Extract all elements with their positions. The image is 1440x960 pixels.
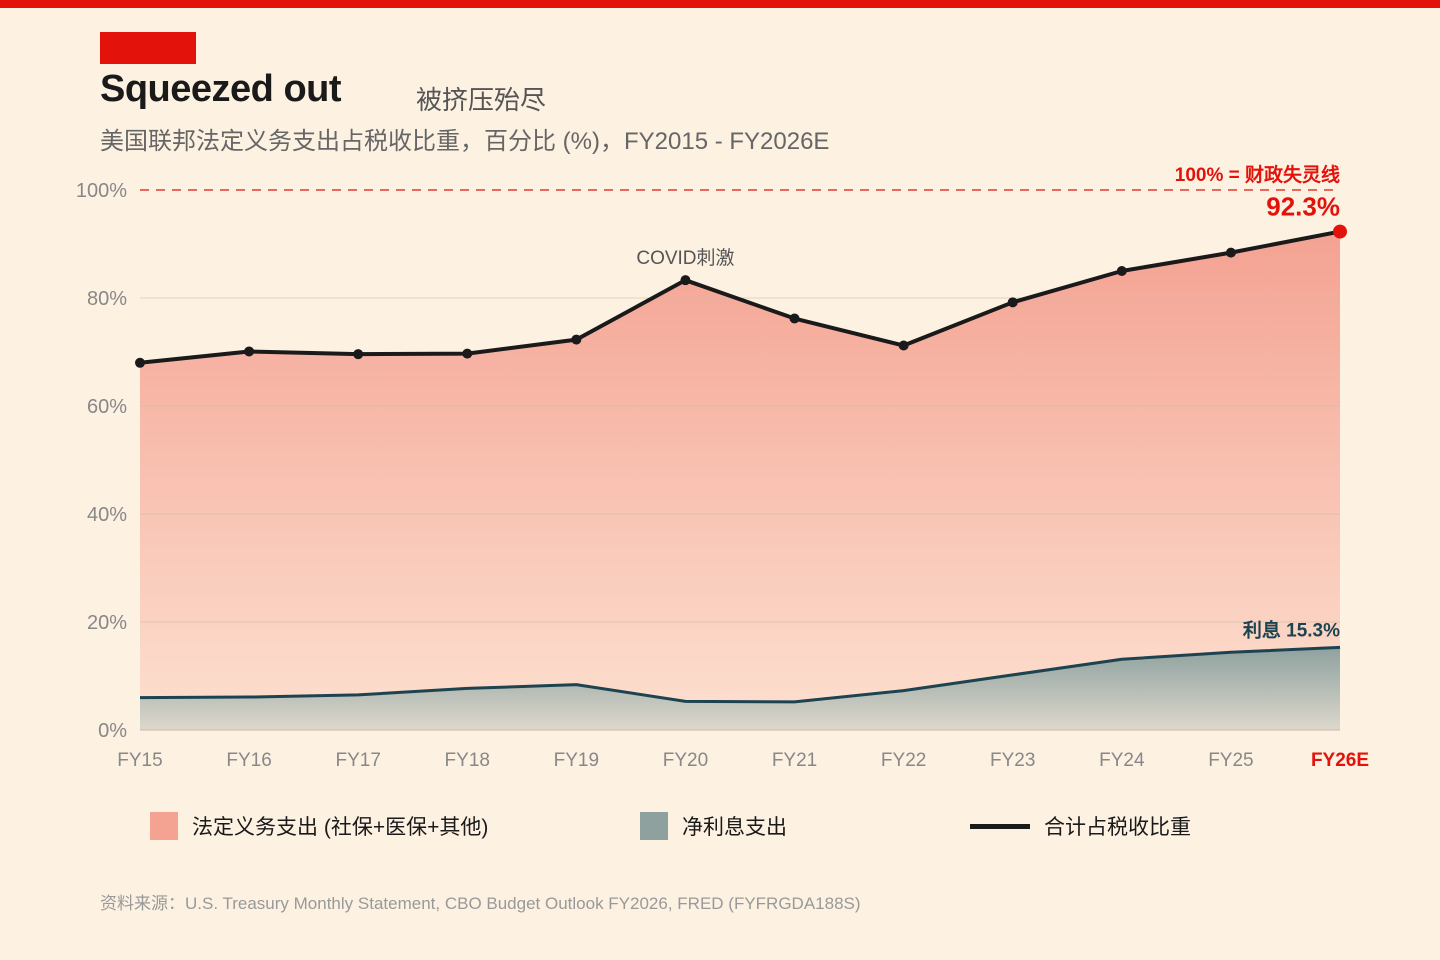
total-point [898, 340, 909, 351]
total-point [571, 334, 582, 345]
y-tick-label: 80% [87, 288, 127, 310]
y-tick-label: 40% [87, 504, 127, 526]
mandatory-area [140, 231, 1340, 730]
threshold-label: 100% = 财政失灵线 [1175, 163, 1340, 186]
legend-label-mandatory: 法定义务支出 (社保+医保+其他) [192, 816, 489, 839]
total-point [1225, 247, 1236, 258]
y-tick-label: 60% [87, 396, 127, 418]
y-tick-label: 0% [98, 720, 127, 742]
y-tick-label: 20% [87, 612, 127, 634]
total-point [244, 346, 255, 357]
legend-swatch-mandatory [150, 812, 178, 840]
x-tick-label: FY19 [554, 750, 599, 771]
end-total-label: 92.3% [1266, 192, 1340, 222]
total-point [680, 275, 691, 286]
legend-swatch-interest [640, 812, 668, 840]
x-tick-label: FY26E [1311, 750, 1369, 771]
x-tick-label: FY21 [772, 750, 817, 771]
x-tick-label: FY23 [990, 750, 1035, 771]
source-note: 资料来源：U.S. Treasury Monthly Statement, CB… [100, 894, 861, 913]
legend-item-mandatory: 法定义务支出 (社保+医保+其他) [150, 806, 488, 846]
total-end-point [1333, 224, 1347, 239]
x-tick-label: FY22 [881, 750, 926, 771]
chart-title-cn: 被挤压殆尽 [416, 85, 547, 115]
legend-label-interest: 净利息支出 [682, 816, 787, 839]
legend-item-interest: 净利息支出 [640, 806, 787, 846]
legend-label-total: 合计占税收比重 [1044, 816, 1191, 839]
legend-item-total: 合计占税收比重 [970, 806, 1191, 846]
total-point [789, 313, 800, 324]
x-tick-label: FY16 [226, 750, 271, 771]
x-tick-label: FY20 [663, 750, 708, 771]
total-point [1007, 297, 1018, 308]
x-tick-label: FY17 [335, 750, 380, 771]
x-tick-label: FY18 [445, 750, 490, 771]
x-tick-label: FY25 [1208, 750, 1253, 771]
top-accent-bar [0, 0, 1440, 8]
interest-line [139, 645, 1341, 704]
x-tick-label: FY24 [1099, 750, 1145, 771]
chart-title: Squeezed out [100, 68, 342, 110]
total-point [1116, 266, 1127, 276]
x-tick-label: FY15 [117, 750, 162, 771]
y-tick-label: 100% [76, 180, 127, 202]
total-point [462, 348, 473, 359]
brand-tag [100, 32, 196, 64]
total-point [353, 349, 364, 360]
legend-swatch-total [970, 823, 1030, 829]
total-line [139, 229, 1341, 365]
covid-annotation: COVID刺激 [636, 247, 734, 269]
total-point [135, 357, 145, 368]
end-interest-label: 利息 15.3% [1243, 618, 1340, 641]
interest-area [140, 647, 1340, 730]
chart-subtitle: 美国联邦法定义务支出占税收比重，百分比 (%)，FY2015 - FY2026E [100, 128, 830, 155]
